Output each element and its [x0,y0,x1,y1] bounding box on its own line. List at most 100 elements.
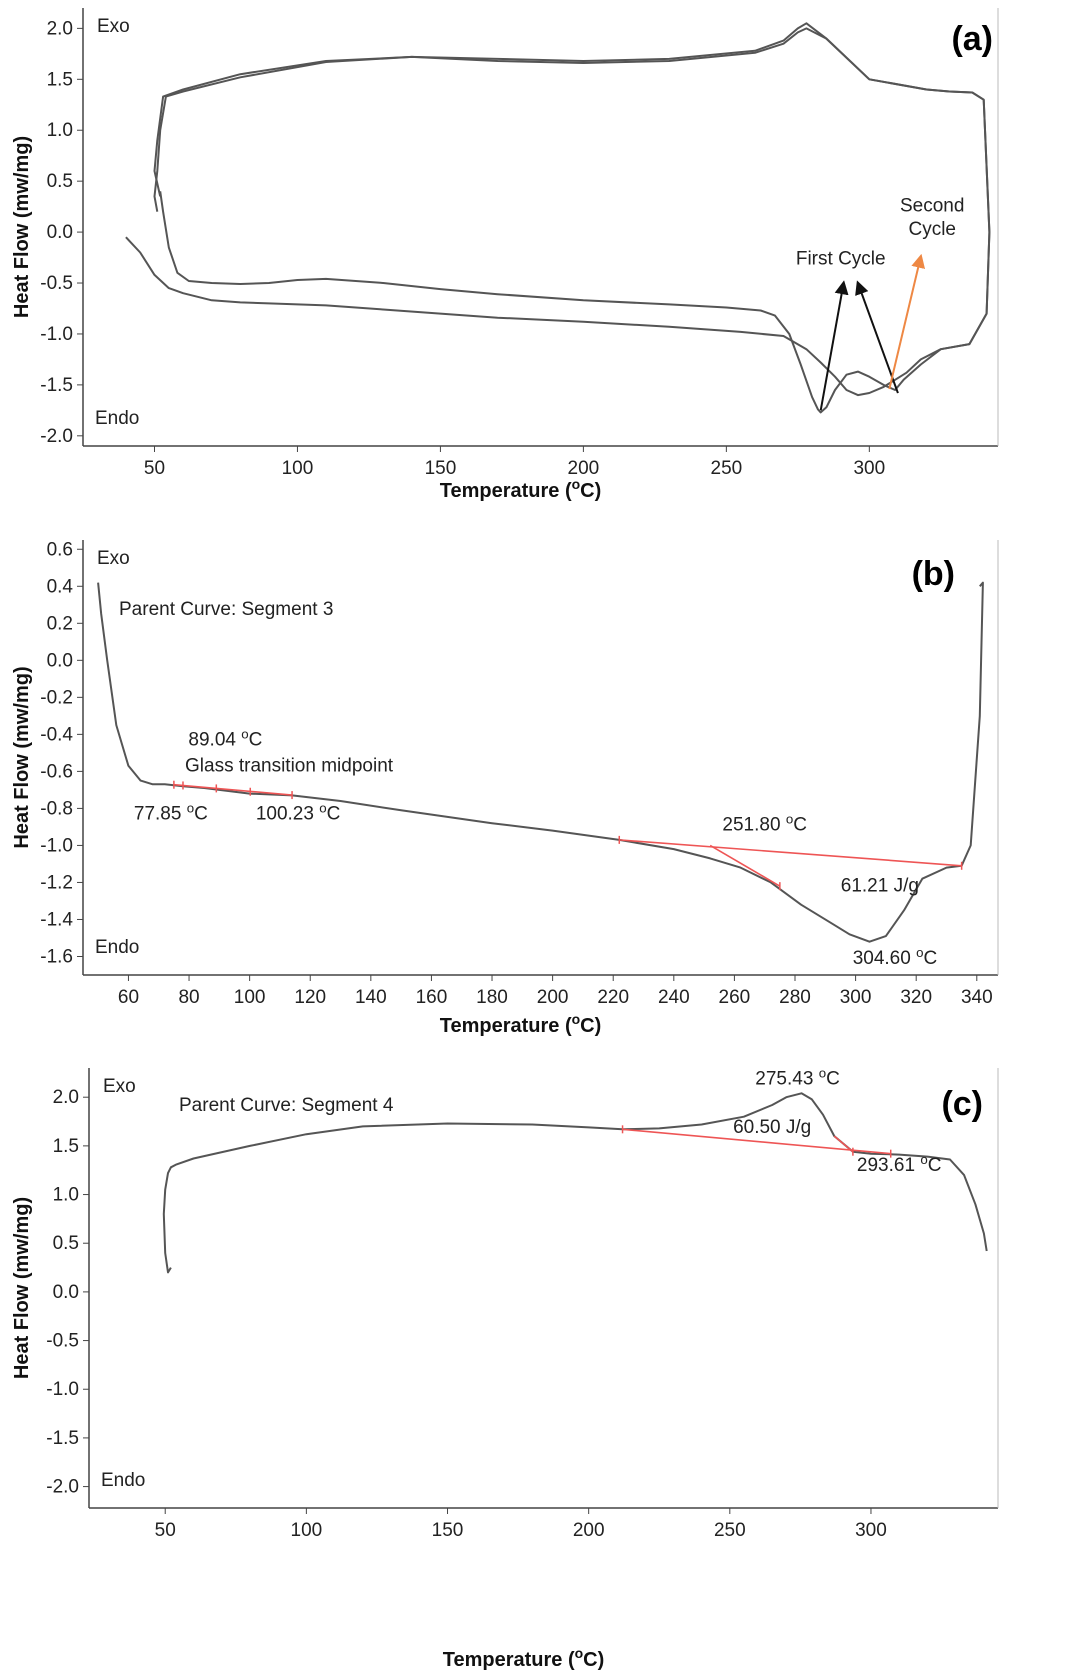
x-tick-label: 100 [291,1520,323,1541]
x-tick-label: 200 [537,987,569,1008]
x-tick-label: 120 [294,987,326,1008]
heat-flow-curve-0 [125,22,991,397]
y-tick-label: -1.0 [46,1379,79,1400]
x-tick-label: 60 [118,987,139,1008]
y-tick-label: -0.4 [40,724,73,745]
baseline-line [622,1128,891,1155]
x-tick-label: 250 [711,458,743,479]
y-axis-title: Heat Flow (mw/mg) [11,1197,33,1379]
y-tick-label: -1.5 [40,375,73,396]
annotation-label: 77.85 oC [134,800,208,825]
annotation-label: First Cycle [796,249,886,270]
x-tick-label: 200 [573,1520,605,1541]
baseline-line [619,839,962,867]
x-tick-label: 50 [144,458,165,479]
x-tick-label: 160 [416,987,448,1008]
x-axis-title: Temperature (oC) [443,1645,605,1671]
y-tick-label: 0.5 [47,171,73,192]
y-tick-label: -0.2 [40,687,73,708]
x-tick-label: 260 [719,987,751,1008]
x-axis-title: Temperature (oC) [440,1011,602,1037]
y-tick-label: -1.2 [40,872,73,893]
annotation-label: 251.80 oC [722,811,807,836]
y-tick-label: 2.0 [53,1087,79,1108]
exo-label: Exo [103,1076,136,1097]
chart-panel-2: 50 100 150 200 250 300 2.0 1.5 1.0 0.5 0.0 -0.5 -1.0… [11,1065,999,1671]
y-tick-label: -0.5 [40,273,73,294]
y-tick-label: 1.5 [53,1136,79,1157]
annotation-arrow [819,280,849,411]
annotation-label: Second [900,196,964,217]
x-tick-label: 150 [425,458,457,479]
y-tick-label: -2.0 [46,1477,79,1498]
panel-label: (c) [941,1085,983,1123]
endo-label: Endo [101,1470,145,1491]
exo-label: Exo [97,548,130,569]
x-tick-label: 250 [714,1520,746,1541]
y-tick-label: 1.5 [47,69,73,90]
x-axis-title: Temperature (oC) [440,476,602,502]
exo-label: Exo [97,16,130,37]
x-tick-label: 150 [432,1520,464,1541]
chart-panel-1: 60 80 100 120 140 160 180 200 220 240 260 280 300 320… [11,539,999,1037]
y-tick-label: 0.0 [47,222,73,243]
heat-flow-curve-1 [153,27,991,414]
x-tick-label: 300 [855,1520,887,1541]
y-tick-label: -1.0 [40,835,73,856]
y-tick-label: 0.4 [47,576,74,597]
y-tick-label: 0.0 [47,650,73,671]
x-tick-label: 300 [853,458,885,479]
annotation-label: 60.50 J/g [733,1117,811,1138]
baseline-line [833,1135,854,1153]
chart-panel-0: 50 100 150 200 250 300 2.0 1.5 1.0 0.5 0.0 -0.5 -1.0… [11,8,999,502]
annotation-arrow [888,253,926,390]
endo-label: Endo [95,937,139,958]
x-tick-label: 140 [355,987,387,1008]
y-tick-label: -0.5 [46,1331,79,1352]
y-tick-label: -1.0 [40,324,73,345]
y-tick-label: 1.0 [47,120,73,141]
x-tick-label: 200 [568,458,600,479]
x-tick-label: 240 [658,987,690,1008]
annotation-label: Cycle [908,219,956,240]
x-tick-label: 220 [597,987,629,1008]
y-tick-label: -1.6 [40,946,73,967]
baseline-line [709,844,781,887]
y-tick-label: -0.6 [40,761,73,782]
annotation-label: 100.23 oC [256,800,341,825]
x-tick-label: 100 [282,458,314,479]
y-tick-label: 1.0 [53,1185,79,1206]
x-tick-label: 300 [840,987,872,1008]
y-tick-label: 0.0 [53,1282,79,1303]
x-tick-label: 50 [155,1520,176,1541]
panel-label: (a) [951,20,993,58]
segment-label: Parent Curve: Segment 3 [119,599,333,620]
annotation-label: 275.43 oC [755,1065,840,1090]
baseline-line [173,783,293,796]
x-tick-label: 320 [900,987,932,1008]
y-axis-title: Heat Flow (mw/mg) [11,136,33,318]
y-tick-label: -0.8 [40,798,73,819]
y-tick-label: -1.4 [40,909,73,930]
y-tick-label: -2.0 [40,426,73,447]
annotation-label: 61.21 J/g [841,876,919,897]
segment-label: Parent Curve: Segment 4 [179,1095,394,1116]
annotation-label: Glass transition midpoint [185,755,394,776]
annotation-label: 293.61 oC [857,1152,942,1177]
x-tick-label: 80 [178,987,199,1008]
annotation-label: 89.04 oC [188,726,262,751]
annotation-label: 304.60 oC [853,944,938,969]
y-tick-label: 0.5 [53,1233,79,1254]
y-tick-label: 2.0 [47,18,73,39]
x-tick-label: 280 [779,987,811,1008]
y-tick-label: 0.2 [47,613,73,634]
y-tick-label: -1.5 [46,1428,79,1449]
endo-label: Endo [95,408,139,429]
x-tick-label: 340 [961,987,993,1008]
x-tick-label: 100 [234,987,266,1008]
panel-label: (b) [912,555,955,593]
annotation-arrow [855,280,899,394]
y-axis-title: Heat Flow (mw/mg) [11,666,33,848]
x-tick-label: 180 [476,987,508,1008]
